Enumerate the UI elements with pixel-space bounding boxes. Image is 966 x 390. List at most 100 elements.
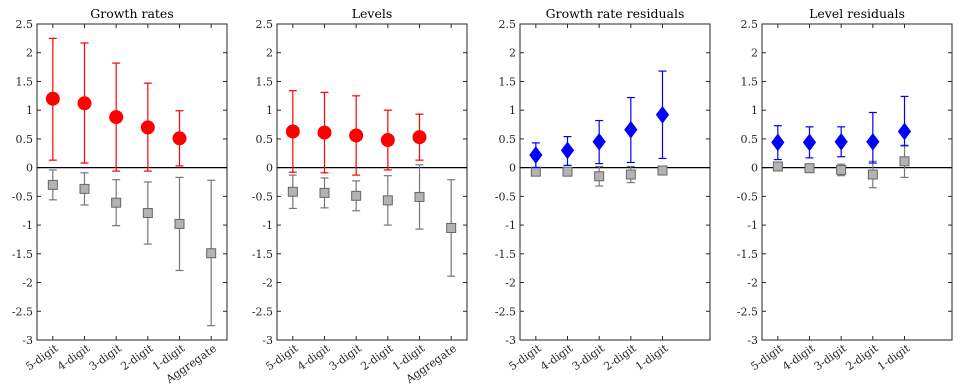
x-tick-label: 3-digit bbox=[570, 341, 608, 373]
y-tick-label: 2.5 bbox=[256, 18, 274, 31]
data-point-circle bbox=[380, 133, 395, 148]
x-tick-label: 2-digit bbox=[601, 341, 639, 373]
axes-box bbox=[276, 23, 468, 341]
y-tick-label: 2 bbox=[509, 47, 516, 60]
x-tick-label: 3-digit bbox=[812, 341, 850, 373]
data-point-square bbox=[142, 208, 153, 219]
axes-box bbox=[519, 23, 711, 341]
axes-box bbox=[761, 23, 953, 341]
y-tick-label: 1 bbox=[751, 104, 758, 117]
x-tick-label: 4-digit bbox=[780, 341, 818, 373]
y-tick-label: 1.5 bbox=[16, 75, 34, 88]
data-point-circle bbox=[109, 110, 124, 125]
data-point-square bbox=[206, 248, 217, 259]
data-point-diamond bbox=[624, 120, 638, 139]
y-tick-label: 0.5 bbox=[256, 133, 274, 146]
x-tick-label: 3-digit bbox=[327, 341, 365, 373]
data-point-diamond bbox=[802, 133, 817, 152]
data-point-diamond bbox=[560, 141, 575, 160]
data-point-square bbox=[625, 169, 636, 180]
data-point-circle bbox=[45, 91, 60, 106]
x-tick-label: 4-digit bbox=[55, 341, 93, 373]
y-tick-label: 0 bbox=[266, 162, 273, 175]
y-tick-label: 0 bbox=[26, 162, 33, 175]
y-tick-label: 1 bbox=[26, 104, 33, 117]
y-tick-label: 1.5 bbox=[499, 75, 517, 88]
chart-title: Growth rate residuals bbox=[546, 6, 685, 21]
x-tick-label: 1-digit bbox=[633, 341, 671, 373]
y-tick-label: 2.5 bbox=[741, 18, 759, 31]
data-point-square bbox=[174, 218, 185, 229]
data-point-diamond bbox=[771, 133, 785, 152]
data-point-square bbox=[562, 166, 573, 177]
y-tick-label: 2.5 bbox=[499, 18, 517, 31]
y-tick-label: 0 bbox=[751, 162, 758, 175]
data-point-square bbox=[319, 187, 330, 198]
data-point-square bbox=[836, 164, 847, 175]
x-tick-label: 4-digit bbox=[295, 341, 333, 373]
y-tick-label: -2.5 bbox=[252, 305, 273, 318]
y-tick-label: 2.5 bbox=[16, 18, 34, 31]
y-tick-label: -2.5 bbox=[12, 305, 33, 318]
chart-title: Levels bbox=[352, 6, 393, 21]
x-tick-label: 1-digit bbox=[875, 341, 913, 373]
data-point-square bbox=[772, 161, 783, 172]
y-tick-label: -1.5 bbox=[252, 248, 273, 261]
data-point-diamond bbox=[655, 105, 670, 124]
y-tick-label: 1.5 bbox=[741, 75, 759, 88]
data-point-square bbox=[287, 186, 298, 197]
panel-3: Growth rate residuals 2.5 2 1.5 1 0.5 0 -0.5 -1 -… bbox=[495, 6, 711, 373]
data-point-square bbox=[594, 171, 605, 182]
y-tick-label: -1.5 bbox=[12, 248, 33, 261]
y-tick-label: -1.5 bbox=[495, 248, 516, 261]
y-tick-label: 1 bbox=[266, 104, 273, 117]
x-tick-label: 2-digit bbox=[843, 341, 881, 373]
data-point-square bbox=[657, 165, 668, 176]
x-tick-label: 2-digit bbox=[358, 341, 396, 373]
y-tick-label: -2 bbox=[747, 277, 758, 290]
y-tick-label: 1.5 bbox=[256, 75, 274, 88]
data-point-circle bbox=[77, 96, 92, 111]
y-tick-label: -0.5 bbox=[252, 190, 273, 203]
data-point-square bbox=[47, 179, 58, 190]
y-tick-label: -3 bbox=[747, 334, 758, 347]
data-point-diamond bbox=[897, 122, 912, 141]
y-tick-label: -0.5 bbox=[495, 190, 516, 203]
y-tick-label: -1 bbox=[262, 219, 273, 232]
data-point-square bbox=[804, 163, 815, 174]
y-tick-label: 2 bbox=[751, 47, 758, 60]
data-point-circle bbox=[317, 125, 332, 140]
y-tick-label: -1.5 bbox=[737, 248, 758, 261]
y-tick-label: -0.5 bbox=[737, 190, 758, 203]
data-point-circle bbox=[412, 130, 427, 145]
data-point-diamond bbox=[834, 132, 848, 151]
data-point-square bbox=[351, 190, 362, 201]
y-tick-label: -3 bbox=[505, 334, 516, 347]
data-point-square bbox=[414, 191, 425, 202]
y-tick-label: -0.5 bbox=[12, 190, 33, 203]
chart-title: Growth rates bbox=[90, 6, 174, 21]
chart-title: Level residuals bbox=[809, 6, 905, 21]
data-point-square bbox=[530, 166, 541, 177]
x-tick-label: 3-digit bbox=[87, 341, 125, 373]
y-tick-label: -1 bbox=[747, 219, 758, 232]
data-point-diamond bbox=[592, 132, 606, 151]
panel-1: Growth rates 2.5 2 1.5 1 0.5 0 -0.5 -1 -1.5 -2 -2.5… bbox=[12, 6, 228, 386]
y-tick-label: 1 bbox=[509, 104, 516, 117]
data-point-circle bbox=[172, 131, 187, 146]
x-tick-label: 4-digit bbox=[538, 341, 576, 373]
axes-box bbox=[36, 23, 228, 341]
y-tick-label: -2 bbox=[262, 277, 273, 290]
data-point-diamond bbox=[529, 146, 543, 164]
data-point-circle bbox=[285, 124, 300, 139]
panel-4: Level residuals 2.5 2 1.5 1 0.5 0 -0.5 -1 -1.5 -2 -… bbox=[737, 6, 953, 373]
y-tick-label: 2 bbox=[266, 47, 273, 60]
data-point-square bbox=[382, 195, 393, 206]
x-tick-label: 2-digit bbox=[118, 341, 156, 373]
y-tick-label: 0.5 bbox=[741, 133, 759, 146]
y-tick-label: -2 bbox=[505, 277, 516, 290]
y-tick-label: -1 bbox=[505, 219, 516, 232]
data-point-square bbox=[79, 183, 90, 194]
y-tick-label: 2 bbox=[26, 47, 33, 60]
data-point-diamond bbox=[866, 132, 880, 151]
